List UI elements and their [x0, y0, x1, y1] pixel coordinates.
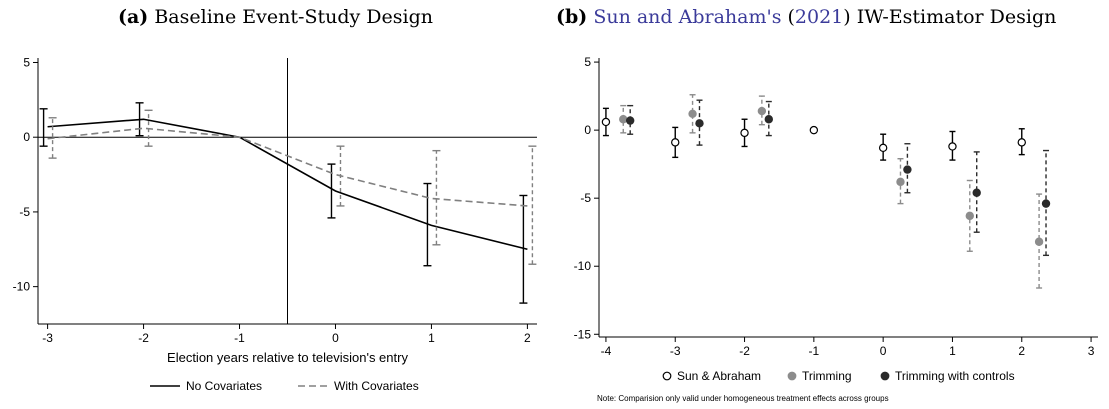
a-series0-ci	[519, 194, 528, 304]
b-y-tick-label: -5	[580, 191, 591, 205]
b-x-tick-label: -1	[809, 344, 820, 358]
a-x-tick-label: 2	[524, 331, 531, 345]
b-point-gray-circle	[1034, 237, 1044, 246]
b-point-hollow-circle	[948, 142, 957, 151]
b-point-hollow-circle	[740, 128, 749, 138]
b-legend-marker	[787, 371, 797, 381]
b-point-dark-circle	[972, 188, 981, 197]
b-point-dark-circle	[764, 115, 773, 124]
a-x-axis-label: Election years relative to television's …	[167, 350, 408, 365]
a-series-line-with-covariates	[47, 127, 528, 207]
b-point-hollow-circle	[601, 117, 611, 127]
a-legend-label: No Covariates	[186, 379, 262, 393]
a-y-tick-label: -5	[19, 205, 30, 219]
b-series1-ci	[689, 94, 696, 134]
panel-a-title-text: Baseline Event-Study Design	[154, 6, 433, 28]
b-series1-ci	[1036, 193, 1043, 289]
panel-b-title: (b) Sun and Abraham's (2021) IW-Estimato…	[556, 6, 1057, 28]
b-point-hollow-circle	[671, 138, 680, 147]
panel-a-label: (a)	[118, 6, 149, 28]
b-x-tick-label: -4	[601, 344, 612, 358]
a-series0-ci	[39, 108, 48, 147]
b-x-tick-label: 1	[949, 344, 956, 358]
a-x-tick-label: 0	[332, 331, 339, 345]
b-y-tick-label: 0	[584, 123, 591, 137]
b-y-tick-label: -10	[574, 259, 592, 273]
panel-b-title-text: IW-Estimator Design	[856, 6, 1057, 28]
b-point-gray-circle	[757, 106, 767, 116]
b-x-tick-label: 2	[1018, 344, 1025, 358]
panel-b-label: (b)	[556, 6, 588, 28]
b-point-hollow-circle	[809, 125, 819, 135]
b-x-tick-label: -2	[739, 344, 750, 358]
b-point-gray-circle	[688, 109, 697, 119]
b-point-dark-circle	[695, 119, 704, 128]
b-point-hollow-circle	[878, 143, 888, 153]
b-series1-ci	[620, 104, 627, 134]
b-point-dark-circle	[903, 165, 912, 174]
b-point-hollow-circle	[1017, 138, 1026, 147]
a-y-tick-label: -10	[13, 280, 31, 294]
b-legend-label: Trimming	[802, 369, 852, 383]
b-x-tick-label: 3	[1088, 344, 1095, 358]
panel-b-citation-year[interactable]: 2021	[794, 6, 844, 28]
panel-b-citation-authors[interactable]: Sun and Abraham's	[593, 6, 782, 28]
b-note: Note: Comparision only valid under homog…	[597, 394, 889, 403]
a-series-line-no-covariates	[47, 118, 528, 251]
a-series1-ci	[528, 145, 537, 265]
b-x-tick-label: 0	[880, 344, 887, 358]
b-y-tick-label: -15	[574, 327, 592, 341]
b-point-gray-circle	[619, 115, 628, 124]
a-x-tick-label: -2	[138, 331, 149, 345]
b-y-tick-label: 5	[584, 55, 591, 69]
a-series1-ci	[48, 117, 57, 159]
a-series1-ci	[432, 149, 441, 246]
b-point-dark-circle	[1041, 199, 1051, 208]
a-y-tick-label: 0	[23, 130, 30, 144]
b-legend-marker	[662, 371, 672, 381]
b-legend-marker	[880, 371, 890, 381]
b-series2-ci	[973, 151, 980, 233]
b-x-tick-label: -3	[670, 344, 681, 358]
a-x-tick-label: 1	[428, 331, 435, 345]
b-point-gray-circle	[896, 177, 905, 187]
a-y-tick-label: 5	[23, 55, 30, 69]
a-x-tick-label: -1	[234, 331, 245, 345]
b-point-dark-circle	[625, 116, 635, 125]
b-legend-label: Sun & Abraham	[677, 369, 761, 383]
b-point-gray-circle	[965, 211, 974, 221]
b-legend-label: Trimming with controls	[895, 369, 1015, 383]
a-legend-label: With Covariates	[334, 379, 419, 393]
panel-a-title: (a) Baseline Event-Study Design	[118, 6, 433, 28]
a-x-tick-label: -3	[42, 331, 53, 345]
